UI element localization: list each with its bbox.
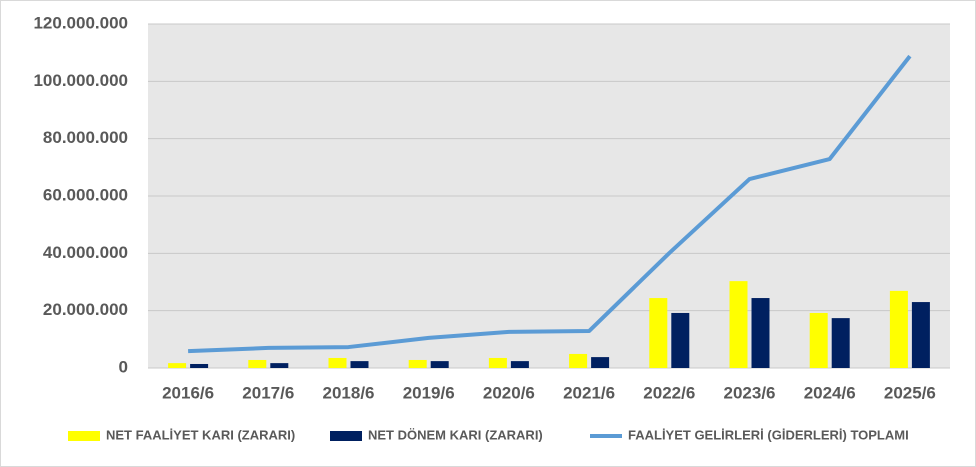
- legend-swatch: [330, 431, 362, 441]
- bar: [729, 281, 748, 368]
- y-tick-label: 80.000.000: [43, 128, 128, 147]
- x-tick-label: 2025/6: [884, 383, 936, 402]
- bar: [408, 359, 427, 368]
- x-tick-label: 2021/6: [563, 383, 615, 402]
- x-tick-label: 2017/6: [242, 383, 294, 402]
- x-tick-label: 2019/6: [403, 383, 455, 402]
- x-tick-label: 2018/6: [323, 383, 375, 402]
- bar: [488, 357, 507, 368]
- bar: [591, 357, 610, 368]
- bar: [328, 357, 347, 368]
- bar: [430, 361, 449, 368]
- y-tick-label: 0: [119, 357, 128, 376]
- bar: [809, 312, 828, 368]
- y-tick-label: 120.000.000: [33, 13, 128, 32]
- bar: [751, 298, 770, 368]
- bar: [649, 298, 668, 368]
- bar: [248, 359, 267, 368]
- bar: [510, 361, 529, 368]
- y-tick-label: 20.000.000: [43, 300, 128, 319]
- bar: [911, 302, 930, 368]
- bar: [831, 318, 850, 368]
- x-tick-label: 2020/6: [483, 383, 535, 402]
- bar: [190, 363, 209, 368]
- legend-label: FAALİYET GELİRLERİ (GİDERLERİ) TOPLAMI: [628, 427, 909, 442]
- x-tick-label: 2024/6: [804, 383, 856, 402]
- line: [188, 54, 912, 354]
- bar: [350, 361, 369, 368]
- legend-label: NET DÖNEM KARI (ZARARI): [368, 427, 543, 442]
- bar: [671, 312, 690, 368]
- x-tick-label: 2022/6: [643, 383, 695, 402]
- x-tick-label: 2016/6: [162, 383, 214, 402]
- x-tick-label: 2023/6: [724, 383, 776, 402]
- y-tick-label: 60.000.000: [43, 185, 128, 204]
- legend-label: NET FAALİYET KARI (ZARARI): [106, 427, 295, 442]
- y-tick-label: 100.000.000: [33, 71, 128, 90]
- bar: [168, 363, 187, 368]
- bar: [270, 363, 289, 368]
- bar: [569, 353, 588, 368]
- bar: [889, 290, 908, 368]
- legend-swatch: [68, 431, 100, 441]
- y-tick-label: 40.000.000: [43, 243, 128, 262]
